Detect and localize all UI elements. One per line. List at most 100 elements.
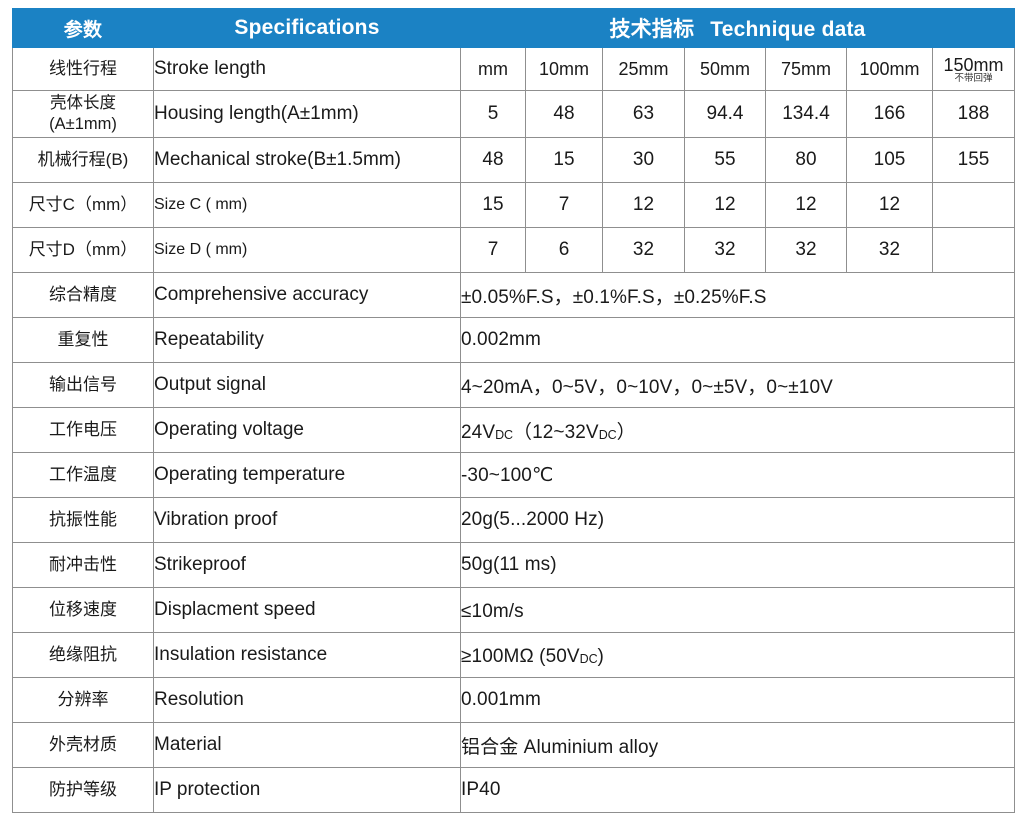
row-value: 24VDC（12~32VDC） — [459, 407, 1016, 453]
stroke-col-50mm: 50mm — [684, 47, 766, 91]
voltage-range-close: ） — [616, 421, 636, 443]
row-param: 外壳材质 — [12, 722, 154, 768]
table-row-ip-protection: 防护等级 IP protection IP40 — [12, 767, 1016, 813]
table-row-vibration-proof: 抗振性能 Vibration proof 20g(5...2000 Hz) — [12, 497, 1016, 543]
cell-value: 15 — [460, 182, 526, 228]
row-param: 尺寸C（mm） — [12, 182, 154, 228]
table-row-size-d: 尺寸D（mm） Size D ( mm) 7 6 32 32 32 32 — [12, 227, 1016, 273]
row-param: 尺寸D（mm） — [12, 227, 154, 273]
cell-value: 12 — [846, 182, 933, 228]
row-value: 0.001mm — [459, 677, 1016, 723]
cell-value-empty — [931, 182, 1016, 228]
cell-value: 5 — [460, 90, 526, 138]
table-row-resolution: 分辨率 Resolution 0.001mm — [12, 677, 1016, 723]
table-row-strikeproof: 耐冲击性 Strikeproof 50g(11 ms) — [12, 542, 1016, 588]
row-spec: Output signal — [153, 362, 461, 408]
voltage-range-open: （12~32V — [512, 421, 599, 443]
cell-value: 48 — [525, 90, 603, 138]
table-row-operating-voltage: 工作电压 Operating voltage 24VDC（12~32VDC） — [12, 407, 1016, 453]
row-value: ±0.05%F.S，±0.1%F.S，±0.25%F.S — [459, 272, 1016, 318]
insulation-close: ) — [597, 646, 604, 667]
row-param: 绝缘阻抗 — [12, 632, 154, 678]
row-spec: Insulation resistance — [153, 632, 461, 678]
table-row-output-signal: 输出信号 Output signal 4~20mA，0~5V，0~10V，0~±… — [12, 362, 1016, 408]
row-spec: Housing length(A±1mm) — [153, 90, 461, 138]
cell-value: 12 — [602, 182, 685, 228]
cell-value: 32 — [684, 227, 766, 273]
cell-value-empty — [931, 227, 1016, 273]
row-value: ≥100MΩ (50VDC) — [459, 632, 1016, 678]
header-technique-data: 技术指标 Technique data — [459, 8, 1016, 48]
row-spec: Displacment speed — [153, 587, 461, 633]
header-technique-en: Technique data — [710, 18, 866, 41]
row-value: 4~20mA，0~5V，0~10V，0~±5V，0~±10V — [459, 362, 1016, 408]
cell-value: 32 — [602, 227, 685, 273]
row-param: 防护等级 — [12, 767, 154, 813]
table-row-operating-temperature: 工作温度 Operating temperature -30~100℃ — [12, 452, 1016, 498]
row-spec: Size C ( mm) — [153, 182, 461, 228]
row-param: 位移速度 — [12, 587, 154, 633]
cell-value: 7 — [460, 227, 526, 273]
row-value: ≤10m/s — [459, 587, 1016, 633]
stroke-col-25mm: 25mm — [602, 47, 685, 91]
cell-value: 105 — [846, 137, 933, 183]
table-row-housing-length: 壳体长度 (A±1mm) Housing length(A±1mm) 5 48 … — [12, 90, 1016, 138]
cell-value: 32 — [846, 227, 933, 273]
row-spec: Operating voltage — [153, 407, 461, 453]
row-param: 抗振性能 — [12, 497, 154, 543]
specification-table: 参数 Specifications 技术指标 Technique data 线性行… — [12, 8, 1016, 813]
header-param: 参数 — [12, 8, 154, 48]
cell-value: 63 — [602, 90, 685, 138]
table-header-row: 参数 Specifications 技术指标 Technique data — [12, 8, 1016, 48]
row-param: 机械行程(B) — [12, 137, 154, 183]
stroke-unit-cell: mm — [460, 47, 526, 91]
stroke-col-150mm: 150mm 不带回弹 — [931, 47, 1016, 91]
cell-value: 166 — [846, 90, 933, 138]
cell-value: 80 — [765, 137, 847, 183]
header-technique-cn: 技术指标 — [609, 18, 695, 41]
header-specifications: Specifications — [153, 8, 461, 48]
row-param-line1: 壳体长度 — [50, 93, 116, 112]
row-spec: Vibration proof — [153, 497, 461, 543]
insulation-main: ≥100MΩ (50V — [461, 646, 580, 667]
row-param: 分辨率 — [12, 677, 154, 723]
row-value: 50g(11 ms) — [459, 542, 1016, 588]
row-param: 壳体长度 (A±1mm) — [12, 90, 154, 138]
table-row-comprehensive-accuracy: 综合精度 Comprehensive accuracy ±0.05%F.S，±0… — [12, 272, 1016, 318]
row-param: 输出信号 — [12, 362, 154, 408]
voltage-dc-suffix: DC — [495, 427, 513, 442]
row-value: IP40 — [459, 767, 1016, 813]
voltage-range-dc-suffix: DC — [598, 427, 617, 442]
row-spec: IP protection — [153, 767, 461, 813]
row-param: 耐冲击性 — [12, 542, 154, 588]
table-row-repeatability: 重复性 Repeatability 0.002mm — [12, 317, 1016, 363]
cell-value: 32 — [765, 227, 847, 273]
row-spec: Material — [153, 722, 461, 768]
row-spec: Comprehensive accuracy — [153, 272, 461, 318]
row-spec: Stroke length — [153, 47, 461, 91]
table-row-insulation-resistance: 绝缘阻抗 Insulation resistance ≥100MΩ (50VDC… — [12, 632, 1016, 678]
row-spec: Repeatability — [153, 317, 461, 363]
cell-value: 15 — [525, 137, 603, 183]
voltage-main: 24V — [461, 421, 496, 443]
cell-value: 188 — [931, 90, 1016, 138]
stroke-col-75mm: 75mm — [765, 47, 847, 91]
row-spec: Resolution — [153, 677, 461, 723]
cell-value: 155 — [931, 137, 1016, 183]
cell-value: 55 — [684, 137, 766, 183]
table-row-displacement-speed: 位移速度 Displacment speed ≤10m/s — [12, 587, 1016, 633]
row-value: 0.002mm — [459, 317, 1016, 363]
cell-value: 48 — [460, 137, 526, 183]
cell-value: 94.4 — [684, 90, 766, 138]
stroke-col-100mm: 100mm — [846, 47, 933, 91]
table-row-size-c: 尺寸C（mm） Size C ( mm) 15 7 12 12 12 12 — [12, 182, 1016, 228]
row-spec: Strikeproof — [153, 542, 461, 588]
cell-value: 6 — [525, 227, 603, 273]
row-spec: Size D ( mm) — [153, 227, 461, 273]
stroke-col-150mm-label: 150mm — [943, 54, 1004, 75]
row-param-line2: (A±1mm) — [49, 115, 117, 133]
cell-value: 30 — [602, 137, 685, 183]
insulation-dc-suffix: DC — [579, 652, 598, 666]
row-spec: Mechanical stroke(B±1.5mm) — [153, 137, 461, 183]
